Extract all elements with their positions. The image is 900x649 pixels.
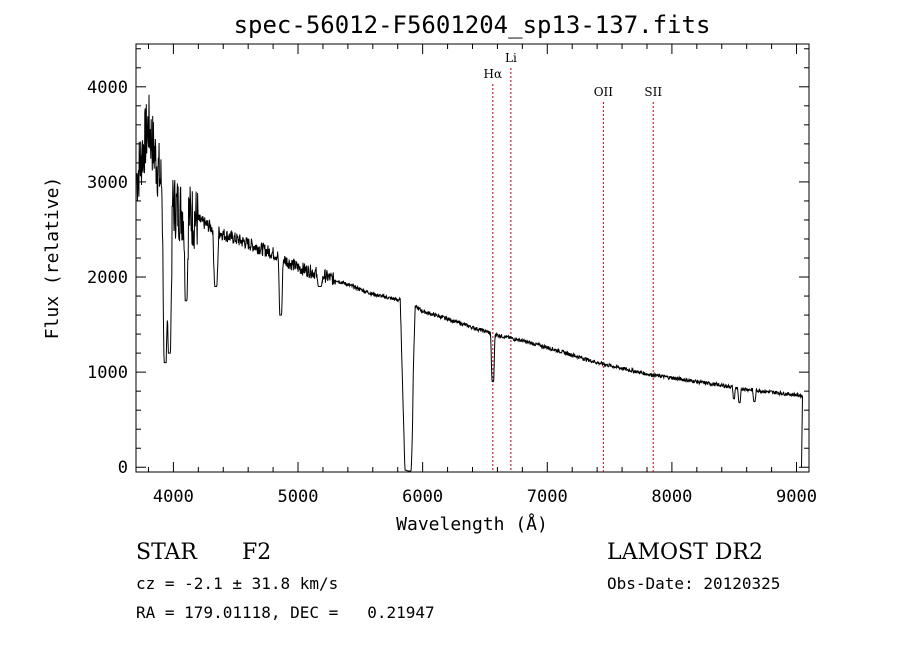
spectral-line-label: Li (505, 51, 517, 65)
coordinates: RA = 179.01118, DEC = 0.21947 (136, 603, 435, 622)
y-axis-label: Flux (relative) (42, 177, 63, 340)
x-tick-label: 9000 (776, 487, 817, 507)
survey-name: LAMOST DR2 (607, 540, 763, 565)
x-tick-label: 4000 (153, 487, 194, 507)
x-axis-label: Wavelength (Å) (396, 513, 548, 535)
x-tick-label: 6000 (402, 487, 443, 507)
x-tick-label: 8000 (651, 487, 692, 507)
x-axis: 4000 5000 6000 7000 8000 9000 (147, 44, 817, 507)
spectral-line-label: OII (594, 85, 614, 99)
spectral-line-label: SII (644, 85, 662, 99)
spectral-class: F2 (242, 540, 272, 565)
y-tick-label: 2000 (87, 268, 128, 288)
y-tick-label: 1000 (87, 363, 128, 383)
spectral-line-label: Hα (484, 67, 503, 81)
x-tick-label: 5000 (278, 487, 319, 507)
redshift-text: cz = -2.1 ± 31.8 km/s (136, 574, 339, 593)
y-tick-label: 0 (118, 458, 128, 478)
chart-title: spec-56012-F5601204_sp13-137.fits (234, 11, 711, 39)
plot-frame (135, 43, 810, 473)
y-tick-label: 4000 (87, 78, 128, 98)
object-type: STAR (136, 540, 197, 565)
obs-date: Obs-Date: 20120325 (607, 574, 781, 593)
spectrum-line (136, 94, 804, 472)
x-tick-label: 7000 (527, 487, 568, 507)
y-tick-label: 3000 (87, 173, 128, 193)
y-axis: 0 1000 2000 3000 4000 (87, 48, 809, 478)
